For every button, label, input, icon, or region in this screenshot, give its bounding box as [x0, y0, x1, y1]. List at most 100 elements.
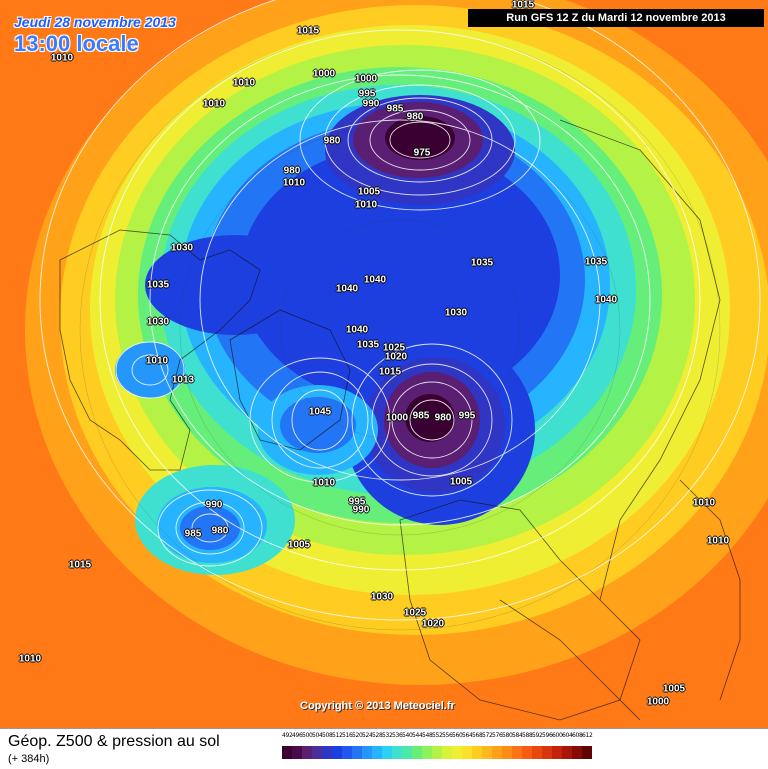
isobar-label: 1015	[296, 25, 320, 37]
isobar-label: 1035	[584, 256, 608, 268]
isobar-label: 980	[406, 111, 424, 123]
isobar-label: 1040	[345, 324, 369, 336]
forecast-time: 13:00 locale	[14, 31, 139, 56]
legend-swatch	[312, 746, 322, 759]
isobar-label: 1005	[449, 476, 473, 488]
legend-tick: 512	[332, 732, 343, 739]
legend-tick: 524	[362, 732, 373, 739]
legend-swatch	[422, 746, 432, 759]
isobar-label: 1010	[232, 77, 256, 89]
legend-tick: 564	[462, 732, 473, 739]
z500-low-siberia-core	[405, 394, 455, 442]
isobar-label: 1035	[356, 339, 380, 351]
lead-time: (+ 384h)	[8, 753, 50, 765]
isobar-label: 1013	[171, 374, 195, 386]
legend-tick: 496	[292, 732, 303, 739]
legend-tick: 544	[412, 732, 423, 739]
product-title: Géop. Z500 & pression au sol	[8, 733, 220, 750]
isobar-label: 980	[283, 165, 301, 177]
z500-band-520-greenland	[280, 397, 356, 453]
legend-swatch	[382, 746, 392, 759]
legend-tick: 572	[482, 732, 493, 739]
legend-swatch	[442, 746, 452, 759]
legend-swatch	[402, 746, 412, 759]
legend-tick: 528	[372, 732, 383, 739]
legend-tick: 556	[442, 732, 453, 739]
isobar-label: 990	[352, 504, 370, 516]
forecast-date: Jeudi 28 novembre 2013	[14, 14, 176, 30]
legend-swatch	[512, 746, 522, 759]
legend-swatch	[292, 746, 302, 759]
legend-tick: 600	[552, 732, 563, 739]
legend-tick: 520	[352, 732, 363, 739]
isobar-label: 975	[413, 147, 431, 159]
isobar-label: 1030	[146, 316, 170, 328]
legend-swatch	[482, 746, 492, 759]
isobar-label: 1015	[378, 366, 402, 378]
isobar-label: 1010	[145, 355, 169, 367]
isobar-label: 1005	[357, 186, 381, 198]
isobar-label: 1000	[312, 68, 336, 80]
isobar-label: 1025	[403, 607, 427, 619]
isobar-label: 1010	[18, 653, 42, 665]
isobar-label: 1010	[312, 477, 336, 489]
isobar-label: 1005	[662, 683, 686, 695]
legend-swatch	[282, 746, 292, 759]
isobar-label: 1010	[354, 199, 378, 211]
z500-low-north-core	[385, 116, 455, 160]
legend-tick: 596	[542, 732, 553, 739]
isobar-label: 1000	[354, 73, 378, 85]
legend-swatch	[432, 746, 442, 759]
isobar-label: 985	[184, 528, 202, 540]
legend-tick: 612	[582, 732, 593, 739]
legend-tick: 592	[532, 732, 543, 739]
isobar-label: 1040	[594, 294, 618, 306]
isobar-label: 1000	[385, 412, 409, 424]
legend-swatch	[302, 746, 312, 759]
legend-swatch	[502, 746, 512, 759]
isobar-label: 1020	[384, 351, 408, 363]
legend-swatch	[562, 746, 572, 759]
legend-tick: 508	[322, 732, 333, 739]
legend-swatch	[472, 746, 482, 759]
isobar-label: 980	[211, 525, 229, 537]
isobar-label: 990	[362, 98, 380, 110]
isobar-label: 995	[458, 410, 476, 422]
isobar-label: 995	[348, 496, 366, 508]
legend-swatch	[352, 746, 362, 759]
legend-swatch	[372, 746, 382, 759]
legend-tick: 552	[432, 732, 443, 739]
legend-tick: 588	[522, 732, 533, 739]
isobar-label: 1010	[706, 535, 730, 547]
isobar-label: 980	[434, 412, 452, 424]
isobar-label: 990	[205, 499, 223, 511]
legend-swatch	[412, 746, 422, 759]
isobars	[39, 0, 761, 621]
isobar-label: 1030	[444, 307, 468, 319]
legend-tick: 500	[302, 732, 313, 739]
legend-tick: 560	[452, 732, 463, 739]
legend-tick: 584	[512, 732, 523, 739]
isobar-label: 1035	[470, 257, 494, 269]
coastlines	[59, 119, 741, 721]
isobar-label: 1015	[68, 559, 92, 571]
isobar-label: 985	[412, 410, 430, 422]
footer-bar: Géop. Z500 & pression au sol (+ 384h) 49…	[0, 728, 768, 769]
isobar-label: 1020	[421, 618, 445, 630]
isobar-label: 985	[386, 103, 404, 115]
legend-swatch	[542, 746, 552, 759]
isobar-label: 1015	[511, 0, 535, 11]
legend-tick: 492	[282, 732, 293, 739]
isobar-label: 1010	[202, 98, 226, 110]
isobar-label: 1010	[50, 52, 74, 64]
isobar-label: 1030	[370, 591, 394, 603]
z500-band-512	[240, 145, 560, 405]
legend-swatch	[362, 746, 372, 759]
z500-band-528-us	[115, 342, 185, 398]
run-info-banner: Run GFS 12 Z du Mardi 12 novembre 2013	[468, 9, 764, 27]
isobar-label: 1040	[335, 283, 359, 295]
legend-swatch	[522, 746, 532, 759]
isobar-label: 1045	[308, 406, 332, 418]
isobar-label: 1035	[146, 279, 170, 291]
legend-swatch	[552, 746, 562, 759]
